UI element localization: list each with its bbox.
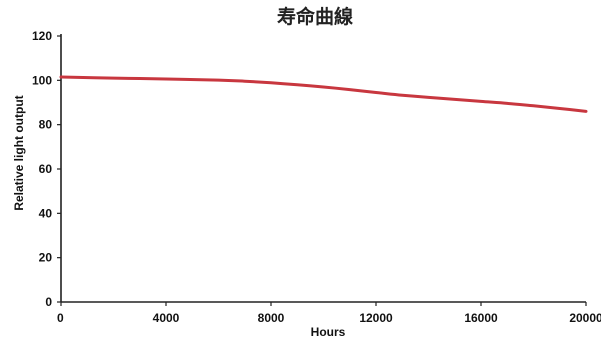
data-point [480, 100, 482, 102]
y-tick-label: 60 [39, 162, 53, 176]
data-point [559, 107, 561, 109]
x-tick-label: 12000 [359, 311, 393, 325]
chart-title: 寿命曲線 [277, 5, 353, 28]
data-point [349, 88, 351, 90]
data-point [375, 91, 377, 93]
data-point [506, 102, 508, 104]
x-tick-label: 0 [57, 311, 64, 325]
x-axis-label: Hours [311, 325, 346, 339]
tick-labels: 0 20 40 60 80 100 120 0 4000 8000 12000 16000 20000 [32, 29, 601, 325]
y-tick-label: 0 [45, 295, 52, 309]
data-point [112, 77, 114, 79]
data-point [427, 96, 429, 98]
data-point [296, 84, 298, 86]
series-group [59, 75, 588, 113]
data-point [60, 76, 62, 78]
y-tick-label: 40 [39, 206, 53, 220]
x-tick-label: 4000 [153, 311, 180, 325]
y-tick-label: 100 [32, 73, 52, 87]
data-point [165, 78, 167, 80]
x-tick-label: 20000 [569, 311, 601, 325]
series-line-0 [59, 75, 588, 113]
axes [57, 34, 587, 306]
data-point [322, 86, 324, 88]
data-point [270, 82, 272, 84]
x-tick-label: 16000 [464, 311, 498, 325]
x-tick-label: 8000 [258, 311, 285, 325]
y-tick-label: 80 [39, 118, 53, 132]
data-point [532, 105, 534, 107]
data-point [585, 110, 587, 112]
y-axis-label: Relative light output [12, 95, 26, 210]
y-axis-label-group: Relative light output [12, 95, 26, 210]
data-point [401, 94, 403, 96]
data-point [217, 79, 219, 81]
y-tick-label: 20 [39, 251, 53, 265]
data-point [244, 80, 246, 82]
y-tick-label: 120 [32, 29, 52, 43]
data-point [454, 98, 456, 100]
